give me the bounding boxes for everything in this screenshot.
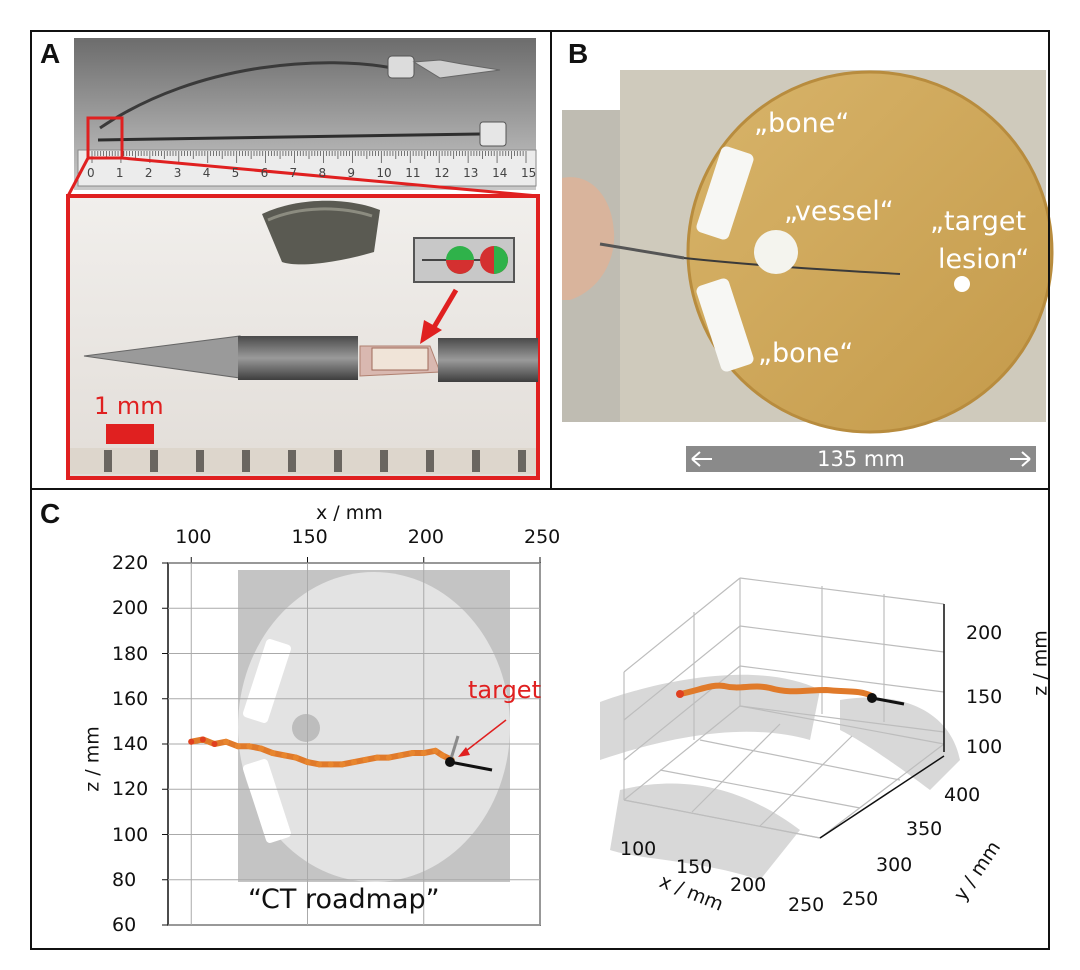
y-tick-label-3d: 400 [944, 784, 981, 806]
trajectory-point [397, 752, 404, 759]
y-tick-label-3d: 350 [906, 818, 943, 840]
zoom-ruler-mark [426, 450, 434, 472]
x-tick-label-3d: 100 [620, 838, 657, 860]
trajectory-point [281, 752, 288, 759]
trajectory-point [211, 741, 218, 747]
y-tick-label: 100 [112, 823, 149, 846]
ruler-number: 5 [231, 166, 240, 180]
trajectory-point [432, 747, 439, 754]
trajectory-point [223, 738, 230, 745]
ruler-number: 15 [521, 166, 537, 180]
ruler-number: 7 [289, 166, 298, 180]
bone-bottom-label: „bone“ [758, 338, 854, 369]
ruler-number: 3 [173, 166, 182, 180]
bone-top-label: „bone“ [754, 108, 850, 139]
trajectory-point [269, 750, 276, 757]
trajectory-point [258, 745, 264, 752]
panel-c-frame [30, 488, 1050, 950]
trajectory-point [234, 743, 241, 750]
y-tick-label-3d: 250 [842, 888, 879, 910]
y-tick-label: 120 [112, 778, 149, 801]
ruler-ticks [91, 151, 527, 163]
trajectory-point [246, 743, 253, 750]
trajectory-point [362, 756, 369, 763]
zoom-ruler-mark [242, 450, 250, 472]
zoom-ruler-mark [472, 450, 480, 472]
trajectory-point [188, 738, 195, 745]
trajectory-point [339, 761, 346, 768]
ruler-number: 8 [318, 166, 327, 180]
ct-roadmap-label: “CT roadmap” [248, 884, 440, 915]
trajectory-point [420, 750, 427, 757]
ruler-number: 1 [115, 166, 124, 180]
trajectory-point [351, 759, 357, 766]
ruler-number: 11 [405, 166, 421, 180]
trajectory-point [374, 754, 381, 761]
y-tick-label: 220 [112, 552, 149, 574]
y-tick-label: 160 [112, 687, 149, 710]
ruler-number: 12 [434, 166, 450, 180]
panel-b-letter: B [568, 38, 589, 69]
zoom-ruler-mark [380, 450, 388, 472]
zoom-ruler-mark [104, 450, 112, 472]
x-axis-label-2d: x / mm [316, 502, 383, 524]
y-tick-label-3d: 300 [876, 854, 913, 876]
trajectory-point [327, 761, 334, 768]
ruler-number: 9 [347, 166, 356, 180]
z-axis-label-3d: z / mm [1029, 630, 1052, 696]
zoom-ruler-mark [334, 450, 342, 472]
z-tick-label-3d: 100 [966, 736, 1003, 758]
target-label-line2: lesion“ [938, 244, 1030, 275]
scale-bar-label: 1 mm [94, 392, 164, 420]
target-label-line1: „target [930, 206, 1027, 237]
x-tick-label-3d: 200 [730, 874, 767, 896]
x-tick-label-3d: 250 [788, 894, 825, 916]
ruler-number: 4 [202, 166, 211, 180]
y-tick-label: 180 [112, 642, 149, 665]
ruler-number: 0 [87, 166, 95, 180]
trajectory-point [316, 761, 323, 768]
zoom-ruler-mark [518, 450, 526, 472]
zoom-ruler-mark [288, 450, 296, 472]
x-tick-label: 200 [407, 526, 445, 548]
zoom-ruler-mark [196, 450, 204, 472]
x-tick-label: 150 [291, 526, 328, 548]
ruler-number: 14 [492, 166, 508, 180]
panel-c-letter: C [40, 498, 61, 529]
y-tick-label: 60 [112, 914, 137, 936]
x-tick-label: 250 [524, 526, 561, 548]
ruler-number: 10 [376, 166, 392, 180]
x-tick-label: 100 [175, 526, 212, 548]
y-tick-label: 200 [112, 597, 149, 620]
trajectory-point [292, 754, 299, 761]
ruler-number: 2 [144, 166, 153, 180]
ruler-number: 6 [260, 166, 269, 180]
trajectory-point [199, 736, 206, 743]
ruler-number: 13 [463, 166, 479, 180]
trajectory-point [304, 759, 311, 766]
trajectory-point [409, 750, 416, 757]
trajectory-point [439, 752, 446, 759]
panel-a-letter: A [40, 38, 61, 69]
y-tick-label: 80 [112, 868, 137, 891]
z-tick-label-3d: 150 [966, 686, 1003, 708]
width-label: 135 mm [817, 447, 905, 471]
z-tick-label-3d: 200 [966, 622, 1003, 644]
vessel-label: „vessel“ [784, 196, 894, 227]
target-annotation: target [468, 676, 541, 704]
x-tick-label-3d: 150 [676, 856, 713, 878]
zoom-ruler-mark [150, 450, 158, 472]
y-tick-label: 140 [112, 733, 149, 755]
trajectory-point [385, 754, 392, 761]
